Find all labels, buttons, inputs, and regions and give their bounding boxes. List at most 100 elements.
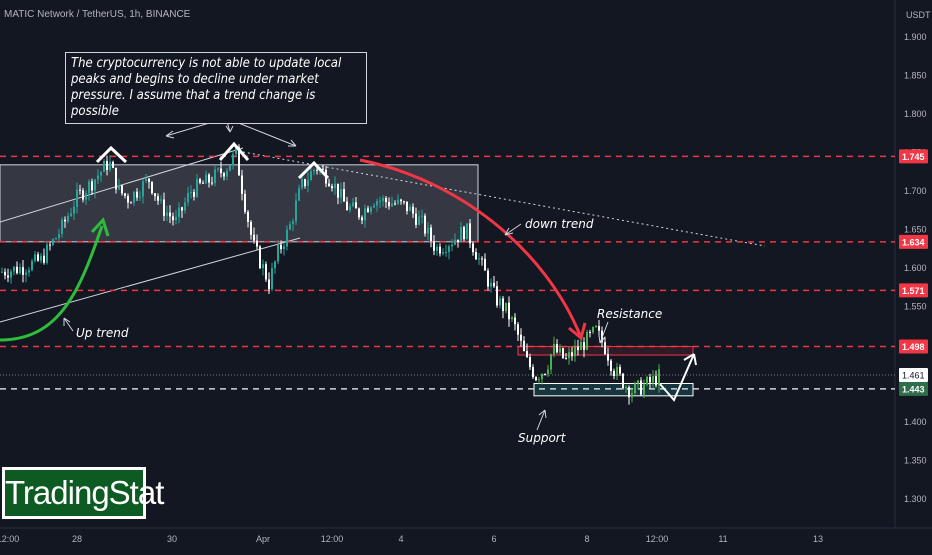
candle-body xyxy=(439,246,441,254)
candle xyxy=(532,364,534,380)
candle-body xyxy=(151,181,153,194)
candle xyxy=(127,193,129,209)
candle-body xyxy=(100,171,102,176)
candle xyxy=(175,209,177,225)
candle xyxy=(391,196,393,208)
candle xyxy=(643,379,645,398)
current-price-badge-box xyxy=(899,368,928,383)
candle xyxy=(640,377,642,396)
candle-body xyxy=(358,208,360,218)
up-trend-label: Up trend xyxy=(76,326,129,340)
current-price-badge-label: 1.461 xyxy=(902,371,925,381)
candle-body xyxy=(289,224,291,230)
level-badge-box xyxy=(899,283,928,298)
candle xyxy=(211,176,213,186)
candle xyxy=(382,195,384,207)
candle xyxy=(241,169,243,201)
candle xyxy=(634,381,636,395)
level-badge-box xyxy=(899,149,928,164)
candle xyxy=(169,205,171,224)
candle xyxy=(529,353,531,370)
candle-body xyxy=(349,206,351,211)
candle xyxy=(346,196,348,211)
candle-body xyxy=(178,207,180,217)
candle xyxy=(523,336,525,352)
candle xyxy=(289,221,291,231)
candle xyxy=(322,164,324,171)
candle-body xyxy=(94,179,96,191)
down-trend-label: down trend xyxy=(525,217,594,231)
time-tick-label: 6 xyxy=(491,534,496,544)
candle xyxy=(469,219,471,249)
candle-body xyxy=(241,175,243,194)
candle xyxy=(655,370,657,388)
candle-body xyxy=(340,189,342,198)
candle-body xyxy=(244,193,246,212)
candle-body xyxy=(268,279,270,290)
candle-body xyxy=(409,206,411,212)
candle-body xyxy=(259,246,261,269)
candle-body xyxy=(379,200,381,202)
candle-body xyxy=(118,185,120,190)
candle xyxy=(73,200,75,221)
candle xyxy=(142,178,144,204)
candle-body xyxy=(253,234,255,241)
level-badge: 1.443 xyxy=(899,381,928,396)
candle-body xyxy=(55,238,57,240)
candle xyxy=(574,339,576,362)
candle-body xyxy=(127,195,129,203)
candle-body xyxy=(106,161,108,170)
candle xyxy=(160,195,162,204)
candles-layer xyxy=(1,144,660,405)
candle xyxy=(232,150,234,170)
candle xyxy=(193,189,195,201)
candle-body xyxy=(505,302,507,312)
candle-body xyxy=(436,246,438,251)
candle-body xyxy=(454,239,456,245)
candle xyxy=(481,256,483,266)
candle-body xyxy=(157,196,159,201)
candle-body xyxy=(217,168,219,170)
candle-body xyxy=(382,197,384,201)
candle xyxy=(256,234,258,250)
candle xyxy=(556,339,558,354)
candle xyxy=(148,178,150,189)
candle-body xyxy=(346,201,348,211)
candle xyxy=(31,258,33,272)
candle-body xyxy=(481,258,483,260)
candle-body xyxy=(394,203,396,205)
candle xyxy=(466,223,468,240)
candle-body xyxy=(547,369,549,375)
candle xyxy=(589,329,591,338)
candle-body xyxy=(463,227,465,240)
candle xyxy=(301,176,303,190)
candle-body xyxy=(34,254,36,261)
candle-body xyxy=(367,208,369,213)
candle-body xyxy=(181,207,183,211)
candle xyxy=(247,210,249,228)
price-tick-label: 1.600 xyxy=(904,263,927,273)
candle-body xyxy=(499,298,501,306)
candle xyxy=(559,344,561,355)
candle xyxy=(373,202,375,209)
candle xyxy=(505,302,507,314)
candle-body xyxy=(226,170,228,177)
candle xyxy=(379,196,381,208)
price-tick-label: 1.400 xyxy=(904,417,927,427)
candle xyxy=(427,222,429,241)
candle xyxy=(70,207,72,217)
candle-body xyxy=(88,181,90,194)
candle xyxy=(82,187,84,203)
candle xyxy=(361,215,363,225)
candle xyxy=(163,192,165,222)
candle-body xyxy=(247,211,249,222)
candle xyxy=(418,210,420,226)
candle xyxy=(196,174,198,199)
candle xyxy=(550,353,552,375)
candle xyxy=(445,244,447,257)
candle xyxy=(637,379,639,390)
candle xyxy=(157,193,159,205)
candle xyxy=(493,275,495,289)
candle-body xyxy=(235,147,237,155)
candle xyxy=(568,346,570,365)
